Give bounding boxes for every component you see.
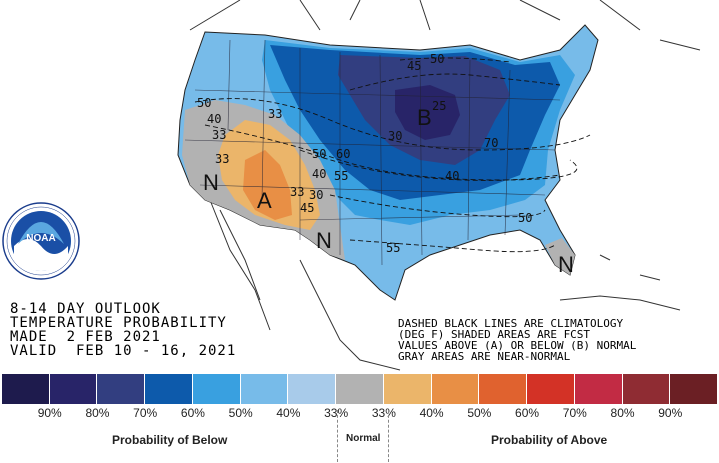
legend-swatch xyxy=(622,374,671,404)
legend-swatch xyxy=(2,374,50,404)
title-line-4: VALID FEB 10 - 16, 2021 xyxy=(10,343,237,359)
below-caption: Probability of Below xyxy=(112,433,228,447)
above-label: A xyxy=(257,188,272,213)
contour-label: 50 xyxy=(312,147,326,161)
contour-label: 33 xyxy=(268,107,282,121)
legend-tick-label: 40% xyxy=(276,406,301,420)
contour-label: 60 xyxy=(336,147,350,161)
legend-swatch xyxy=(383,374,432,404)
note-line-2: (DEG F) SHADED AREAS ARE FCST xyxy=(398,328,591,341)
below-90-region xyxy=(395,85,460,140)
legend-swatch xyxy=(479,374,528,404)
normal-label-west: N xyxy=(203,170,219,195)
contour-label: 45 xyxy=(300,201,314,215)
below-label: B xyxy=(417,105,432,130)
legend-swatch xyxy=(527,374,575,404)
legend-tick-label: 80% xyxy=(610,406,635,420)
note-line-4: GRAY AREAS ARE NEAR-NORMAL xyxy=(398,350,571,363)
note-line-1: DASHED BLACK LINES ARE CLIMATOLOGY xyxy=(398,317,624,330)
legend-swatch xyxy=(145,374,193,404)
contour-label: 33 xyxy=(212,128,226,142)
above-caption: Probability of Above xyxy=(491,433,608,447)
legend-swatch xyxy=(192,374,241,404)
legend-swatch xyxy=(431,374,480,404)
contour-label: 55 xyxy=(334,169,348,183)
contour-label: 50 xyxy=(430,52,444,66)
legend-tick-label: 90% xyxy=(658,406,683,420)
legend-tick-label: 60% xyxy=(180,406,205,420)
contour-label: 40 xyxy=(312,167,326,181)
legend-swatch xyxy=(97,374,146,404)
contour-label: 40 xyxy=(207,112,221,126)
legend-swatch xyxy=(288,374,337,404)
noaa-logo: NOAA xyxy=(2,202,80,280)
title-line-2: TEMPERATURE PROBABILITY xyxy=(10,315,227,331)
contour-label: 50 xyxy=(197,96,211,110)
legend-swatch xyxy=(49,374,98,404)
legend-tick-label: 40% xyxy=(419,406,444,420)
contour-label: 50 xyxy=(518,211,532,225)
caribbean-outline xyxy=(559,254,681,311)
noaa-logo-text: NOAA xyxy=(26,233,55,244)
legend-tick-label: 50% xyxy=(228,406,253,420)
climatology-lines xyxy=(194,57,591,253)
contour-label: 25 xyxy=(432,99,446,113)
note-line-3: VALUES ABOVE (A) OR BELOW (B) NORMAL xyxy=(398,339,637,352)
title-line-1: 8-14 DAY OUTLOOK xyxy=(10,301,161,317)
mexico-outline xyxy=(209,199,401,371)
contour-label: 70 xyxy=(484,136,498,150)
legend-tick-label: 60% xyxy=(515,406,540,420)
normal-divider xyxy=(337,410,389,462)
legend-tick-label: 33% xyxy=(371,406,396,420)
canada-outline xyxy=(189,0,701,51)
legend-ticks: 90% 80% 70% 60% 50% 40% 33% 33% 40% 50% 60% 70% 80% 9… xyxy=(2,406,718,422)
contour-label: 40 xyxy=(445,169,459,183)
normal-label-florida: N xyxy=(558,252,574,277)
normal-label-southwest: N xyxy=(316,228,332,253)
contour-label: 33 xyxy=(215,152,229,166)
title-line-3: MADE 2 FEB 2021 xyxy=(10,329,161,345)
contour-label: 55 xyxy=(386,241,400,255)
legend-swatch xyxy=(336,374,384,404)
contour-label: 33 xyxy=(290,185,304,199)
above-50-region xyxy=(243,150,292,220)
legend-tick-label: 70% xyxy=(562,406,587,420)
legend-tick-label: 90% xyxy=(37,406,62,420)
legend-tick-label: 33% xyxy=(324,406,349,420)
legend-swatch xyxy=(574,374,623,404)
legend-swatch xyxy=(670,374,719,404)
normal-caption: Normal xyxy=(346,433,381,444)
legend-swatch xyxy=(240,374,289,404)
contour-label: 30 xyxy=(309,188,323,202)
temperature-outlook-map: 50 40 33 33 50 60 40 33 30 45 55 45 25 3… xyxy=(2,0,701,371)
near-normal-florida xyxy=(545,238,575,275)
contour-label: 30 xyxy=(388,129,402,143)
probability-legend xyxy=(2,374,719,404)
legend-tick-label: 80% xyxy=(85,406,110,420)
legend-tick-label: 50% xyxy=(467,406,492,420)
contour-label: 45 xyxy=(407,59,421,73)
contour-labels: 50 40 33 33 50 60 40 33 30 45 55 45 25 3… xyxy=(197,52,532,255)
legend-tick-label: 70% xyxy=(133,406,158,420)
